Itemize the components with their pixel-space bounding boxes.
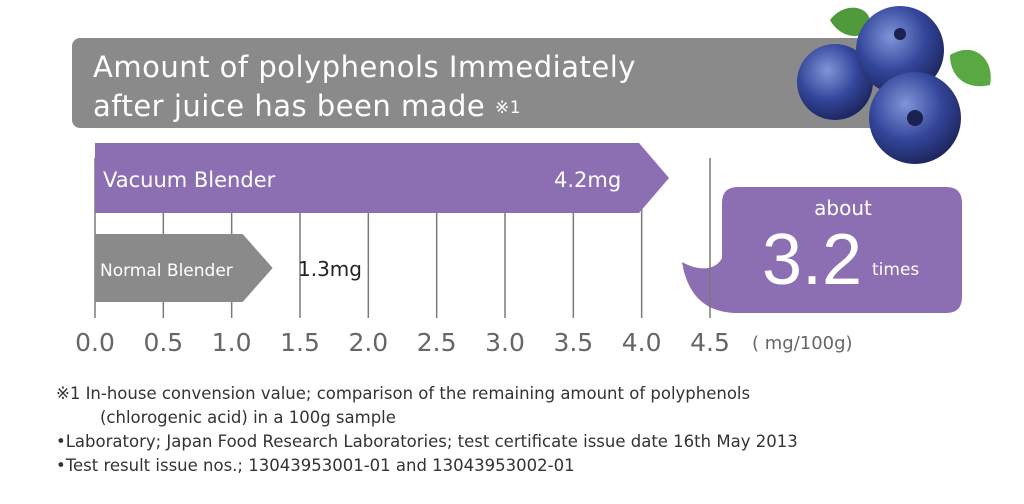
x-tick-label: 1.0	[212, 328, 252, 357]
x-tick-label: 0.5	[143, 328, 183, 357]
callout-prefix: about	[814, 196, 872, 220]
x-tick-label: 2.5	[417, 328, 457, 357]
blueberries-icon	[797, 6, 991, 164]
value-label-normal: 1.3mg	[298, 257, 362, 281]
callout-box	[682, 187, 962, 313]
title-line-2: after juice has been made	[93, 89, 486, 123]
x-tick-label: 4.5	[690, 328, 730, 357]
bar-vacuum-blender	[95, 143, 669, 213]
value-label-vacuum: 4.2mg	[554, 168, 621, 192]
callout-value: 3.2	[762, 220, 863, 300]
x-tick-label: 2.0	[348, 328, 388, 357]
label-normal-blender: Normal Blender	[100, 261, 233, 281]
callout-unit: times	[872, 260, 920, 280]
label-vacuum-blender: Vacuum Blender	[103, 168, 276, 192]
x-tick-label: 3.0	[485, 328, 525, 357]
title-banner	[72, 38, 892, 128]
footnote-2: •Laboratory; Japan Food Research Laborat…	[56, 432, 798, 451]
x-tick-label: 4.0	[622, 328, 662, 357]
footnotes: ※1 In-house convension value; comparison…	[56, 382, 798, 478]
x-tick-label: 3.5	[553, 328, 593, 357]
chart-title: Amount of polyphenols Immediately after …	[93, 48, 733, 128]
x-axis-unit: ( mg/100g)	[752, 333, 853, 354]
title-line-1: Amount of polyphenols Immediately	[93, 50, 636, 84]
x-tick-label: 1.5	[280, 328, 320, 357]
title-note-mark: ※1	[494, 98, 522, 118]
bar-normal-blender	[95, 234, 273, 302]
footnote-1-line-2: (chlorogenic acid) in a 100g sample	[100, 408, 396, 427]
x-tick-label: 0.0	[75, 328, 115, 357]
footnote-3: •Test result issue nos.; 13043953001-01 …	[56, 456, 575, 475]
footnote-1-line-1: ※1 In-house convension value; comparison…	[56, 384, 751, 403]
